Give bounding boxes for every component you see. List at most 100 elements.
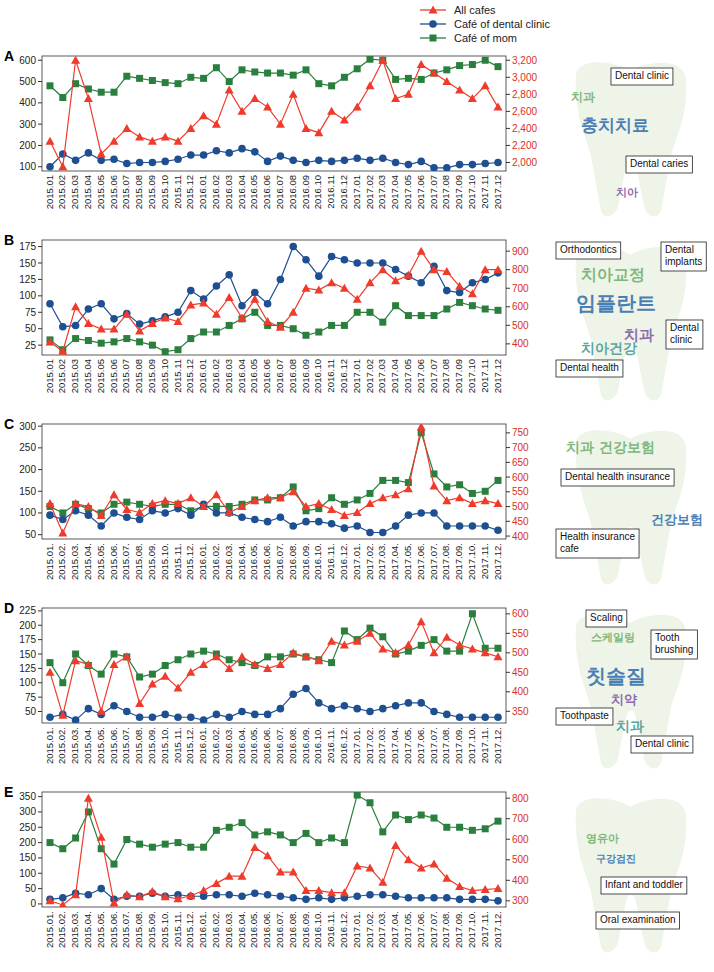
data-point <box>71 302 80 310</box>
data-point <box>122 652 131 660</box>
y-tick <box>38 827 42 828</box>
data-point <box>200 648 207 655</box>
data-point <box>404 855 413 863</box>
y-tick-label: 100 <box>19 161 36 172</box>
data-point <box>175 346 182 353</box>
legend-marker <box>430 35 437 42</box>
data-point <box>174 137 183 145</box>
y2-tick <box>506 269 510 270</box>
data-point <box>264 518 272 526</box>
data-point <box>469 161 477 169</box>
data-point <box>47 659 54 666</box>
data-point <box>277 514 285 522</box>
data-point <box>328 82 335 89</box>
data-point <box>366 278 375 286</box>
data-point <box>302 256 310 264</box>
x-tick-label: 2015.08. <box>133 911 144 948</box>
data-point <box>418 812 425 819</box>
y-tick <box>38 682 42 683</box>
data-point <box>225 872 234 880</box>
data-point <box>277 276 285 284</box>
callout-label: Dental caries <box>630 158 688 169</box>
data-point <box>482 488 489 495</box>
y2-tick-label: 300 <box>512 895 529 906</box>
data-point <box>431 70 438 77</box>
callout: Dentalclinic <box>666 320 703 349</box>
x-tick-label: 2016.03 <box>223 359 234 393</box>
callout-label: Toothbrushing <box>655 632 693 655</box>
y-tick-label: 100 <box>19 868 36 879</box>
callout-line: Dental <box>665 244 694 255</box>
data-point <box>187 713 195 721</box>
y2-tick-label: 2,400 <box>512 123 537 134</box>
data-point <box>494 713 502 721</box>
x-tick-label: 2015.01 <box>44 359 55 393</box>
data-point <box>469 896 477 904</box>
data-point <box>225 86 234 94</box>
data-point <box>110 509 118 517</box>
x-tick-label: 2016.11 <box>325 359 336 393</box>
callout-box <box>556 708 613 725</box>
data-point <box>495 818 502 825</box>
x-tick-label: 2016.03. <box>223 911 234 948</box>
data-point <box>263 103 272 111</box>
legend-marker <box>429 20 437 28</box>
series-line <box>50 504 498 532</box>
y2-tick-label: 600 <box>512 472 529 483</box>
x-tick-label: 2015.11 <box>172 175 183 209</box>
data-point <box>417 894 425 902</box>
data-point <box>250 660 259 668</box>
data-point <box>418 642 425 649</box>
callout-label: Infant and toddler <box>605 879 684 890</box>
y2-tick-label: 400 <box>512 531 529 542</box>
data-point <box>225 293 234 301</box>
data-point <box>97 149 106 157</box>
x-tick-label: 2017.08. <box>440 543 451 580</box>
x-tick-label: 2017.05 <box>402 359 413 393</box>
x-tick-label: 2015.01. <box>44 727 55 764</box>
data-point <box>289 487 298 495</box>
y2-tick-label: 550 <box>512 486 529 497</box>
y2-tick <box>506 306 510 307</box>
data-point <box>379 705 387 713</box>
x-tick-label: 2017.03. <box>376 543 387 580</box>
data-point <box>59 323 67 331</box>
callout-box <box>631 736 693 753</box>
x-tick-label: 2016.08 <box>287 175 298 209</box>
y2-tick <box>506 251 510 252</box>
data-point <box>328 494 335 501</box>
data-point <box>239 66 246 73</box>
callout-box <box>601 877 687 894</box>
y-tick-label: 50 <box>25 529 37 540</box>
x-tick-label: 2017.06. <box>415 543 426 580</box>
y2-tick <box>506 506 510 507</box>
x-tick-label: 2015.05 <box>95 175 106 209</box>
x-tick-label: 2015.08 <box>133 359 144 393</box>
data-point <box>367 309 374 316</box>
data-point <box>46 163 54 171</box>
data-point <box>59 509 66 516</box>
data-point <box>122 890 131 898</box>
data-point <box>111 501 118 508</box>
callout-label: Dentalimplants <box>665 244 702 267</box>
data-point <box>174 155 182 163</box>
plot-frame <box>42 792 506 907</box>
cloud-word: 치약 <box>611 692 637 707</box>
data-point <box>327 107 336 115</box>
data-point <box>302 652 311 660</box>
x-tick-label: 2015.07. <box>120 911 131 948</box>
data-point <box>443 306 450 313</box>
data-point <box>84 794 93 802</box>
data-point <box>59 150 67 158</box>
x-tick-label: 2015.02. <box>56 911 67 948</box>
data-point <box>456 713 464 721</box>
data-point <box>456 648 463 655</box>
data-point <box>367 56 374 63</box>
data-point <box>161 711 169 719</box>
data-point <box>353 295 362 303</box>
y-tick-label: 200 <box>19 140 36 151</box>
x-tick-label: 2017.09. <box>453 543 464 580</box>
data-point <box>111 861 118 868</box>
y2-tick <box>506 60 510 61</box>
data-point <box>186 300 195 308</box>
